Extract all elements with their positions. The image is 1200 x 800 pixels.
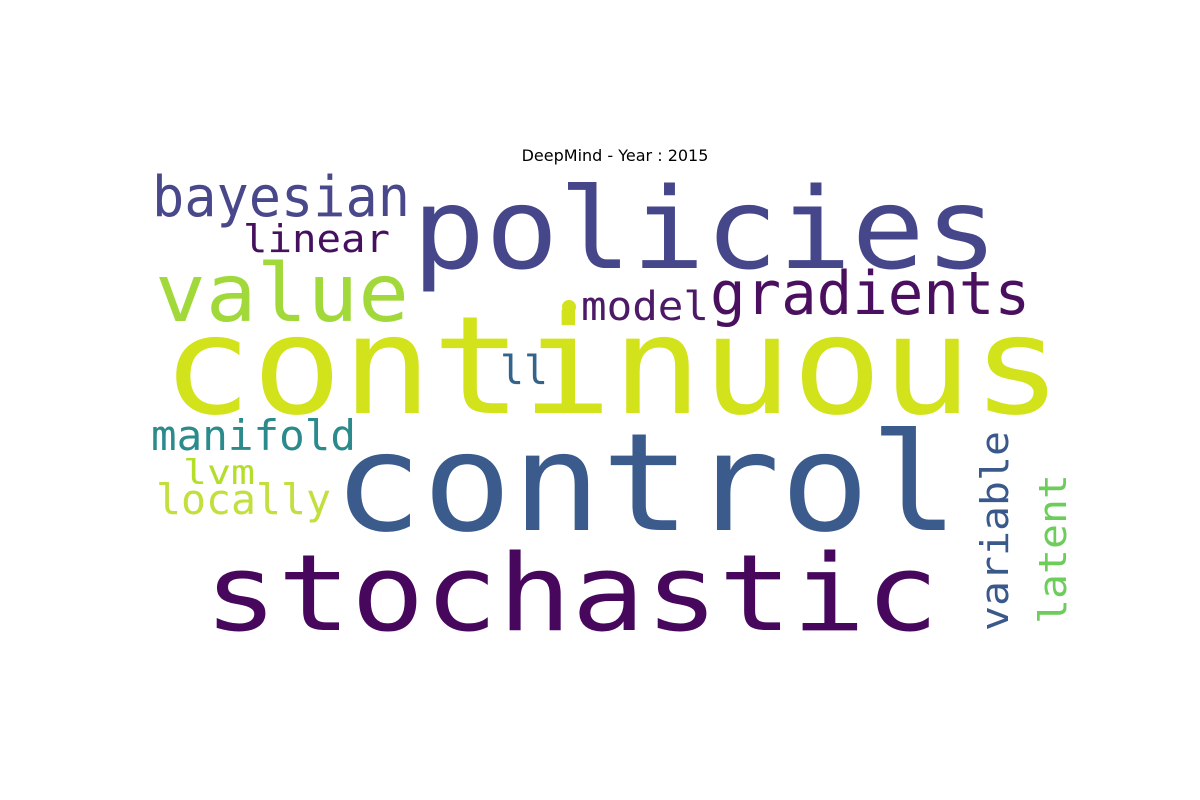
word-stochastic: stochastic [204,532,939,655]
word-latent: latent [1031,474,1075,624]
word-locally: locally [156,475,331,524]
word-control: control [333,405,959,563]
word-model: model [581,284,709,330]
word-gradients: gradients [710,259,1030,329]
word-linear: linear [243,217,390,261]
word-policies: policies [412,165,998,295]
word-value: value [155,247,409,340]
word-manifold: manifold [151,411,356,460]
word-variable: variable [973,431,1017,631]
word-continuous: continuous [162,288,1062,446]
word-ll: ll [500,348,548,394]
dot-mark [562,300,576,314]
word-bayesian: bayesian [152,165,410,230]
figure-title: DeepMind - Year : 2015 [521,146,709,165]
word-lvm: lvm [183,453,255,493]
